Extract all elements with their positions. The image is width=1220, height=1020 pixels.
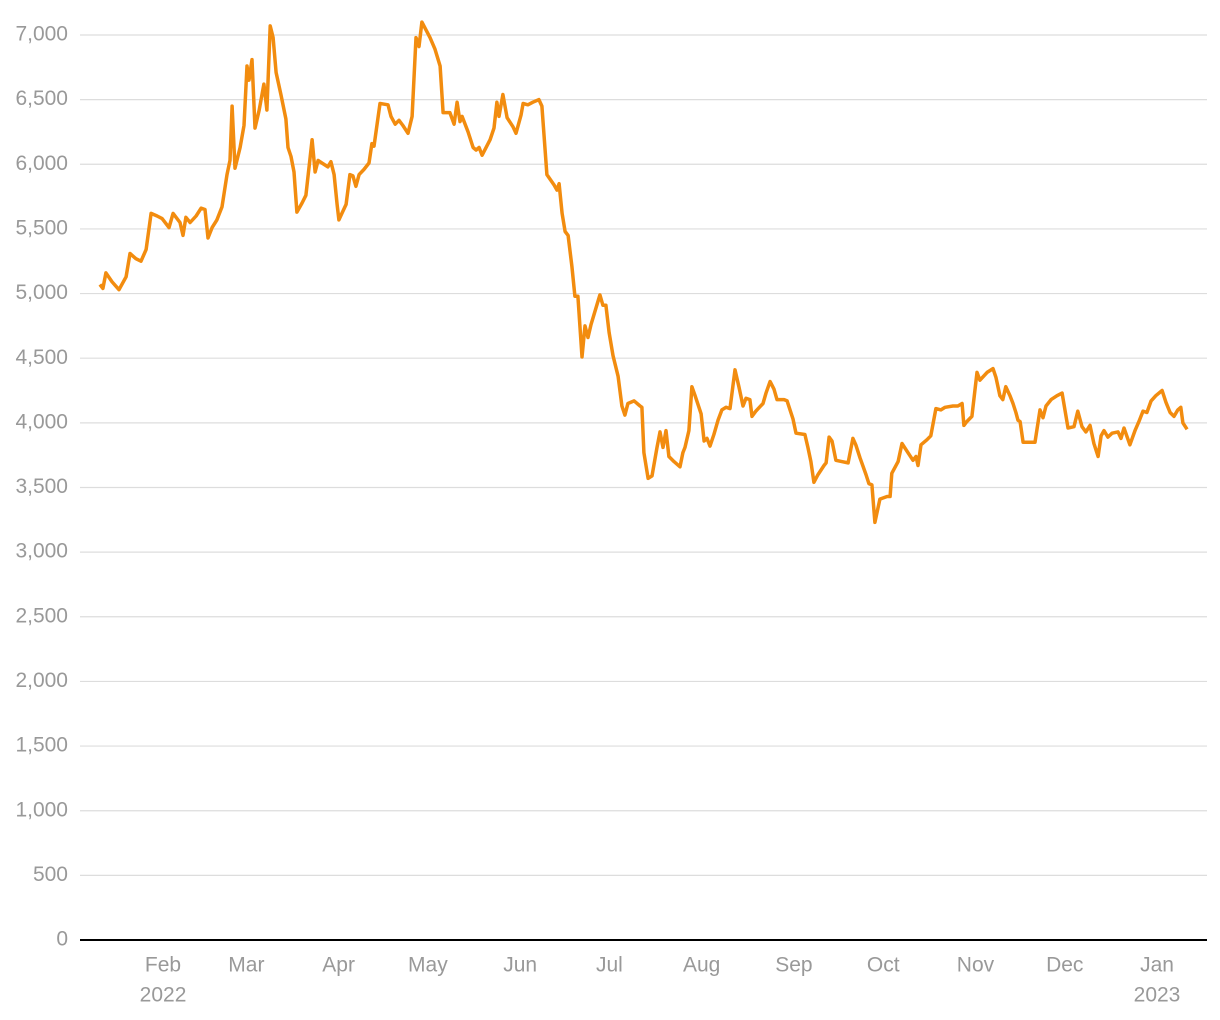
y-tick-label: 4,000 (15, 410, 68, 433)
x-year-label: 2023 (1134, 984, 1181, 1007)
y-tick-label: 2,000 (15, 669, 68, 692)
x-tick-label: Jul (596, 954, 623, 977)
y-tick-label: 5,000 (15, 281, 68, 304)
y-tick-label: 6,500 (15, 87, 68, 110)
data-line (98, 20, 1189, 525)
x-tick-label: May (408, 954, 448, 977)
y-tick-label: 7,000 (15, 23, 68, 46)
y-tick-label: 0 (56, 928, 68, 951)
x-tick-label: Apr (322, 954, 355, 977)
y-tick-label: 2,500 (15, 604, 68, 627)
x-tick-label: Oct (867, 954, 900, 977)
x-tick-label: Aug (683, 954, 720, 977)
y-tick-label: 3,000 (15, 540, 68, 563)
x-tick-label: Mar (228, 954, 264, 977)
x-tick-label: Feb (145, 954, 181, 977)
y-tick-label: 3,500 (15, 475, 68, 498)
y-tick-label: 4,500 (15, 346, 68, 369)
x-tick-label: Dec (1046, 954, 1083, 977)
x-tick-label: Jun (503, 954, 537, 977)
y-tick-label: 500 (33, 863, 68, 886)
y-tick-label: 1,500 (15, 734, 68, 757)
y-tick-label: 1,000 (15, 798, 68, 821)
x-year-label: 2022 (140, 984, 187, 1007)
x-tick-label: Jan (1140, 954, 1174, 977)
y-tick-label: 6,000 (15, 152, 68, 175)
x-tick-label: Nov (957, 954, 995, 977)
y-tick-label: 5,500 (15, 216, 68, 239)
x-tick-label: Sep (775, 954, 812, 977)
